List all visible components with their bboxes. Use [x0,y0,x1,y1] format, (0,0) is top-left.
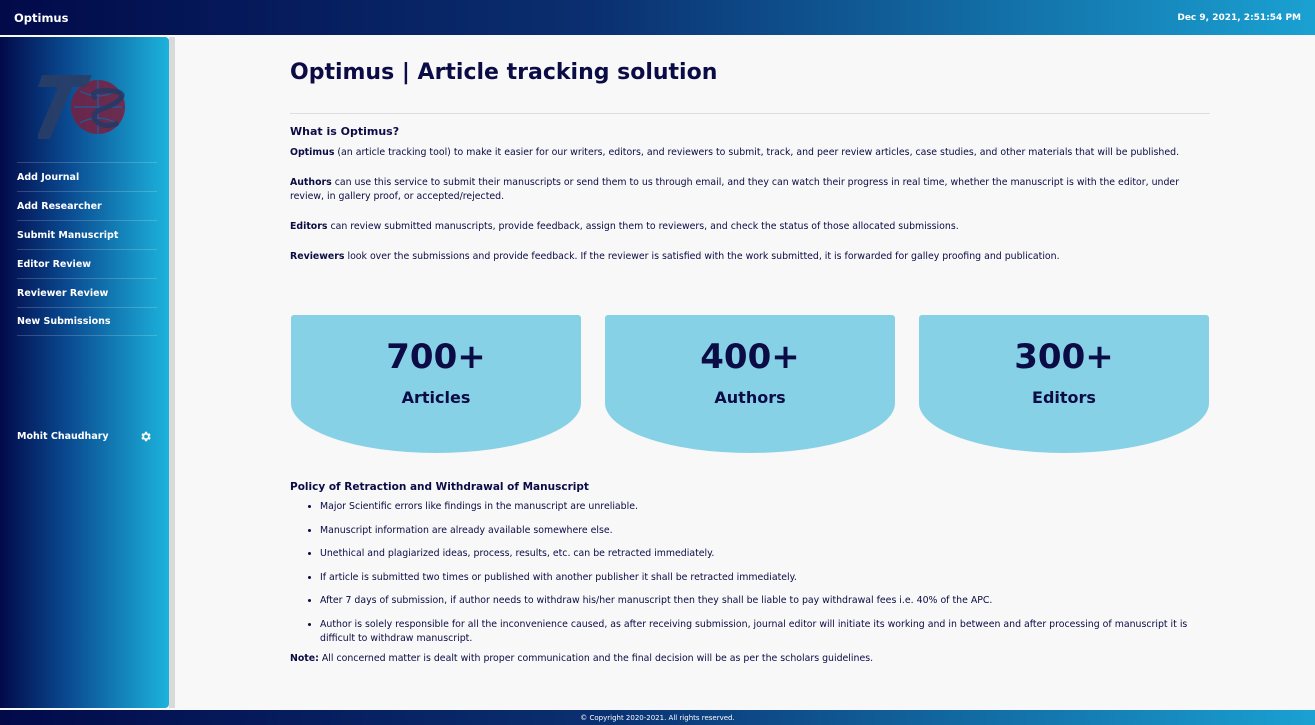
list-item: After 7 days of submission, if author ne… [320,594,1210,608]
paragraph-lead: Editors [290,221,328,232]
main-content: Optimus | Article tracking solution What… [290,60,1210,264]
list-item: If article is submitted two times or pub… [320,571,1210,585]
stats-row: 700+ Articles 400+ Authors 300+ Editors [291,315,1209,453]
stat-card-articles: 700+ Articles [291,315,581,453]
policy-note: Note: All concerned matter is dealt with… [290,653,1210,664]
paragraph-lead: Optimus [290,147,335,158]
paragraph-text: can review submitted manuscripts, provid… [327,221,959,232]
ts-globe-logo-icon[interactable] [38,69,130,141]
policy-heading: Policy of Retraction and Withdrawal of M… [290,481,589,493]
copyright-text: © Copyright 2020-2021. All rights reserv… [580,713,735,722]
list-item: Major Scientific errors like findings in… [320,500,1210,514]
title-divider [290,113,1210,114]
sidebar-item-label: Editor Review [17,258,92,270]
list-item: Manuscript information are already avail… [320,524,1210,538]
note-text: All concerned matter is dealt with prope… [318,653,874,664]
paragraph-text: look over the submissions and provide fe… [344,251,1060,262]
reviewers-paragraph: Reviewers look over the submissions and … [290,250,1210,264]
stat-card-editors: 300+ Editors [919,315,1209,453]
paragraph-text: can use this service to submit their man… [290,177,1180,202]
footer: © Copyright 2020-2021. All rights reserv… [0,710,1315,725]
gear-icon[interactable] [139,430,152,443]
editors-paragraph: Editors can review submitted manuscripts… [290,220,1210,234]
stat-label: Authors [714,388,786,407]
user-name[interactable]: Mohit Chaudhary [17,431,109,442]
note-lead: Note: [290,653,319,664]
paragraph-lead: Reviewers [290,251,345,262]
page-title: Optimus | Article tracking solution [290,60,718,85]
sidebar-item-submit-manuscript[interactable]: Submit Manuscript [17,220,157,249]
stat-value: 400+ [700,337,800,377]
sidebar-menu: Add Journal Add Researcher Submit Manusc… [17,162,157,336]
stat-label: Editors [1032,388,1096,407]
sidebar-item-label: Add Journal [17,171,80,183]
stat-value: 300+ [1014,337,1114,377]
stat-value: 700+ [386,337,486,377]
sidebar-item-new-submissions[interactable]: New Submissions [17,307,157,336]
about-heading: What is Optimus? [290,125,400,138]
sidebar-item-label: New Submissions [17,316,111,327]
list-item: Unethical and plagiarized ideas, process… [320,547,1210,561]
user-panel: Mohit Chaudhary [17,430,152,443]
app-brand[interactable]: Optimus [14,10,69,25]
sidebar-item-reviewer-review[interactable]: Reviewer Review [17,278,157,307]
policy-section: Policy of Retraction and Withdrawal of M… [290,481,1210,664]
sidebar-item-add-researcher[interactable]: Add Researcher [17,191,157,220]
sidebar: Add Journal Add Researcher Submit Manusc… [0,37,169,708]
stat-label: Articles [401,388,471,407]
intro-paragraph: Optimus (an article tracking tool) to ma… [290,146,1210,160]
sidebar-item-editor-review[interactable]: Editor Review [17,249,157,278]
sidebar-item-label: Submit Manuscript [17,229,119,241]
sidebar-divider [169,37,175,708]
sidebar-item-label: Reviewer Review [17,287,109,299]
current-datetime: Dec 9, 2021, 2:51:54 PM [1177,12,1301,23]
paragraph-lead: Authors [290,177,332,188]
authors-paragraph: Authors can use this service to submit t… [290,176,1210,204]
list-item: Author is solely responsible for all the… [320,618,1210,646]
paragraph-text: (an article tracking tool) to make it ea… [334,147,1180,158]
top-bar: Optimus Dec 9, 2021, 2:51:54 PM [0,0,1315,35]
stat-card-authors: 400+ Authors [605,315,895,453]
sidebar-item-add-journal[interactable]: Add Journal [17,162,157,191]
policy-list: Major Scientific errors like findings in… [290,500,1210,646]
sidebar-item-label: Add Researcher [17,200,102,212]
